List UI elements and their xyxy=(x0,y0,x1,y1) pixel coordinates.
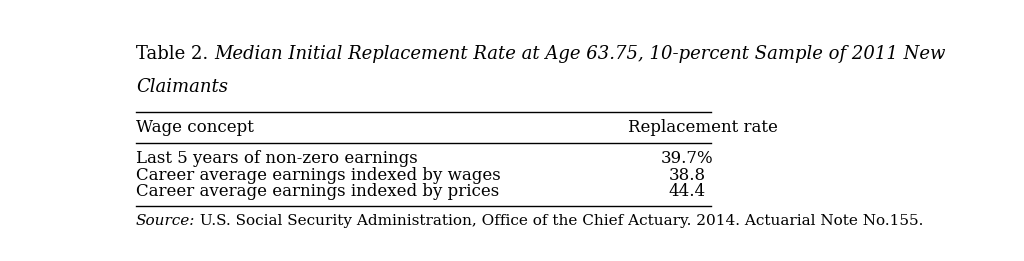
Text: Replacement rate: Replacement rate xyxy=(628,119,778,136)
Text: Median Initial Replacement Rate at Age 63.75, 10-percent Sample of 2011 New: Median Initial Replacement Rate at Age 6… xyxy=(214,45,945,63)
Text: Claimants: Claimants xyxy=(136,78,228,96)
Text: 38.8: 38.8 xyxy=(669,167,707,183)
Text: Wage concept: Wage concept xyxy=(136,119,254,136)
Text: Table 2.: Table 2. xyxy=(136,45,214,63)
Text: Career average earnings indexed by wages: Career average earnings indexed by wages xyxy=(136,167,501,183)
Text: 44.4: 44.4 xyxy=(669,183,707,200)
Text: Last 5 years of non-zero earnings: Last 5 years of non-zero earnings xyxy=(136,150,418,168)
Text: Source:: Source: xyxy=(136,214,196,228)
Text: 39.7%: 39.7% xyxy=(662,150,714,168)
Text: U.S. Social Security Administration, Office of the Chief Actuary. 2014. Actuaria: U.S. Social Security Administration, Off… xyxy=(196,214,924,228)
Text: Career average earnings indexed by prices: Career average earnings indexed by price… xyxy=(136,183,499,200)
